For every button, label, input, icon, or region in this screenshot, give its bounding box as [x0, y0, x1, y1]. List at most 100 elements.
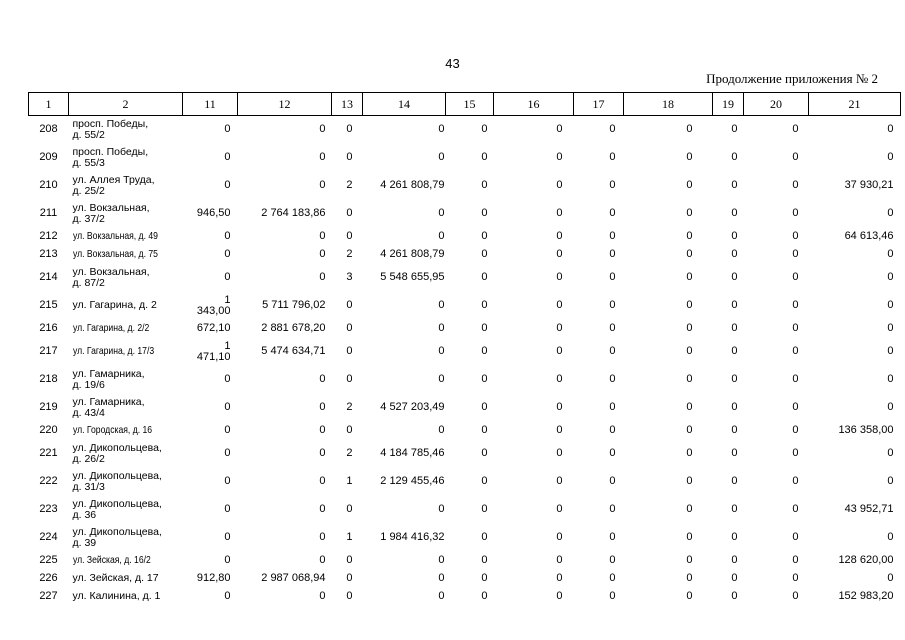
- value-cell: 946,50: [196, 207, 231, 219]
- header-cell: 21: [808, 92, 901, 116]
- address-text: ул. Гагарина, д. 2/2: [72, 322, 149, 334]
- value-cell: 0: [731, 401, 738, 413]
- value-cell: 0: [686, 531, 693, 543]
- address-cell: ул. Гагарина, д. 17/3: [69, 338, 183, 366]
- value-cell: 0: [731, 151, 738, 163]
- address-text: ул. Гамарника, д. 19/6: [72, 367, 145, 391]
- value-cell: 0: [686, 590, 693, 602]
- address-cell: ул. Гамарника, д. 43/4: [69, 394, 183, 422]
- row-number-cell: 208: [39, 123, 58, 136]
- value-cell: 0: [609, 345, 616, 357]
- value-cell: 0: [609, 503, 616, 515]
- address-text: ул. Гагарина, д. 2: [72, 299, 157, 311]
- header-cell: 2: [68, 92, 183, 116]
- row-number-cell: 209: [39, 151, 58, 163]
- value-cell: 0: [731, 590, 738, 602]
- table-row: 224 ул. Дикопольцева, д. 39 0 0 1 1 984 416,3…: [29, 524, 901, 552]
- value-cell: 152 983,20: [838, 590, 894, 602]
- address-text: ул. Зейская, д. 17: [72, 572, 159, 584]
- value-cell: 0: [556, 424, 563, 436]
- row-number-cell: 223: [39, 503, 58, 515]
- address-text: ул. Вокзальная, д. 75: [72, 248, 158, 260]
- table-header-row: 1 2 11 12 13 14 15 16 17 18 19 20 21: [28, 92, 901, 116]
- header-cell: 20: [743, 92, 809, 116]
- address-cell: ул. Городская, д. 16: [69, 422, 183, 440]
- address-cell: ул. Вокзальная, д. 49: [69, 228, 183, 246]
- value-cell: 37 930,21: [844, 179, 894, 191]
- value-cell: 0: [481, 179, 488, 191]
- value-cell: 0: [556, 447, 563, 459]
- value-cell: 0: [731, 123, 738, 136]
- value-cell: 0: [792, 531, 799, 543]
- row-number-cell: 210: [39, 179, 58, 191]
- value-cell: 0: [686, 554, 693, 566]
- value-cell: 0: [609, 299, 616, 311]
- address-cell: ул. Гагарина, д. 2/2: [69, 320, 183, 338]
- value-cell: 0: [224, 179, 231, 191]
- value-cell: 0: [481, 123, 488, 136]
- value-cell: 4 261 808,79: [380, 248, 445, 260]
- value-cell: 0: [319, 475, 326, 487]
- value-cell: 0: [346, 373, 353, 385]
- value-cell: 0: [731, 179, 738, 191]
- value-cell: 0: [556, 345, 563, 357]
- value-cell: 0: [887, 299, 894, 311]
- value-cell: 0: [319, 248, 326, 260]
- value-cell: 0: [438, 123, 445, 136]
- value-cell: 0: [792, 123, 799, 136]
- value-cell: 0: [346, 424, 353, 436]
- value-cell: 0: [792, 424, 799, 436]
- row-number-cell: 213: [39, 248, 58, 260]
- value-cell: 2 764 183,86: [261, 207, 326, 219]
- value-cell: 64 613,46: [844, 230, 894, 242]
- value-cell: 0: [224, 151, 231, 163]
- value-cell: 1 343,00: [196, 293, 231, 317]
- value-cell: 0: [792, 373, 799, 385]
- value-cell: 0: [686, 207, 693, 219]
- address-cell: ул. Вокзальная, д. 75: [69, 246, 183, 264]
- value-cell: 0: [731, 248, 738, 260]
- value-cell: 0: [731, 554, 738, 566]
- value-cell: 0: [792, 271, 799, 283]
- value-cell: 0: [686, 123, 693, 136]
- value-cell: 0: [686, 475, 693, 487]
- value-cell: 0: [686, 401, 693, 413]
- value-cell: 0: [887, 447, 894, 459]
- value-cell: 0: [686, 503, 693, 515]
- value-cell: 0: [319, 373, 326, 385]
- value-cell: 0: [438, 207, 445, 219]
- value-cell: 0: [686, 345, 693, 357]
- row-number-cell: 214: [39, 271, 58, 283]
- value-cell: 5 548 655,95: [380, 271, 445, 283]
- value-cell: 0: [792, 554, 799, 566]
- value-cell: 0: [481, 590, 488, 602]
- value-cell: 0: [556, 207, 563, 219]
- table-row: 226 ул. Зейская, д. 17 912,80 2 987 068,94 0…: [29, 570, 901, 588]
- value-cell: 0: [346, 590, 353, 602]
- value-cell: 4 261 808,79: [380, 179, 445, 191]
- value-cell: 128 620,00: [838, 554, 894, 566]
- value-cell: 0: [686, 248, 693, 260]
- value-cell: 0: [556, 590, 563, 602]
- value-cell: 0: [319, 401, 326, 413]
- table-row: 209 просп. Победы, д. 55/3 0 0 0 0 0 0 0 0 0 0 0: [29, 144, 901, 172]
- address-text: ул. Дикопольцева, д. 36: [72, 497, 162, 521]
- value-cell: 0: [224, 503, 231, 515]
- value-cell: 0: [481, 373, 488, 385]
- value-cell: 3: [346, 271, 353, 283]
- value-cell: 0: [609, 447, 616, 459]
- value-cell: 0: [224, 248, 231, 260]
- value-cell: 0: [556, 554, 563, 566]
- table-row: 211 ул. Вокзальная, д. 37/2 946,50 2 764 18…: [29, 200, 901, 228]
- value-cell: 0: [556, 123, 563, 136]
- table-row: 210 ул. Аллея Труда, д. 25/2 0 0 2 4 261 808,…: [29, 172, 901, 200]
- value-cell: 0: [609, 531, 616, 543]
- value-cell: 0: [438, 373, 445, 385]
- value-cell: 0: [731, 322, 738, 334]
- value-cell: 0: [792, 322, 799, 334]
- value-cell: 0: [556, 271, 563, 283]
- value-cell: 0: [887, 401, 894, 413]
- value-cell: 0: [556, 401, 563, 413]
- value-cell: 0: [224, 475, 231, 487]
- value-cell: 0: [792, 475, 799, 487]
